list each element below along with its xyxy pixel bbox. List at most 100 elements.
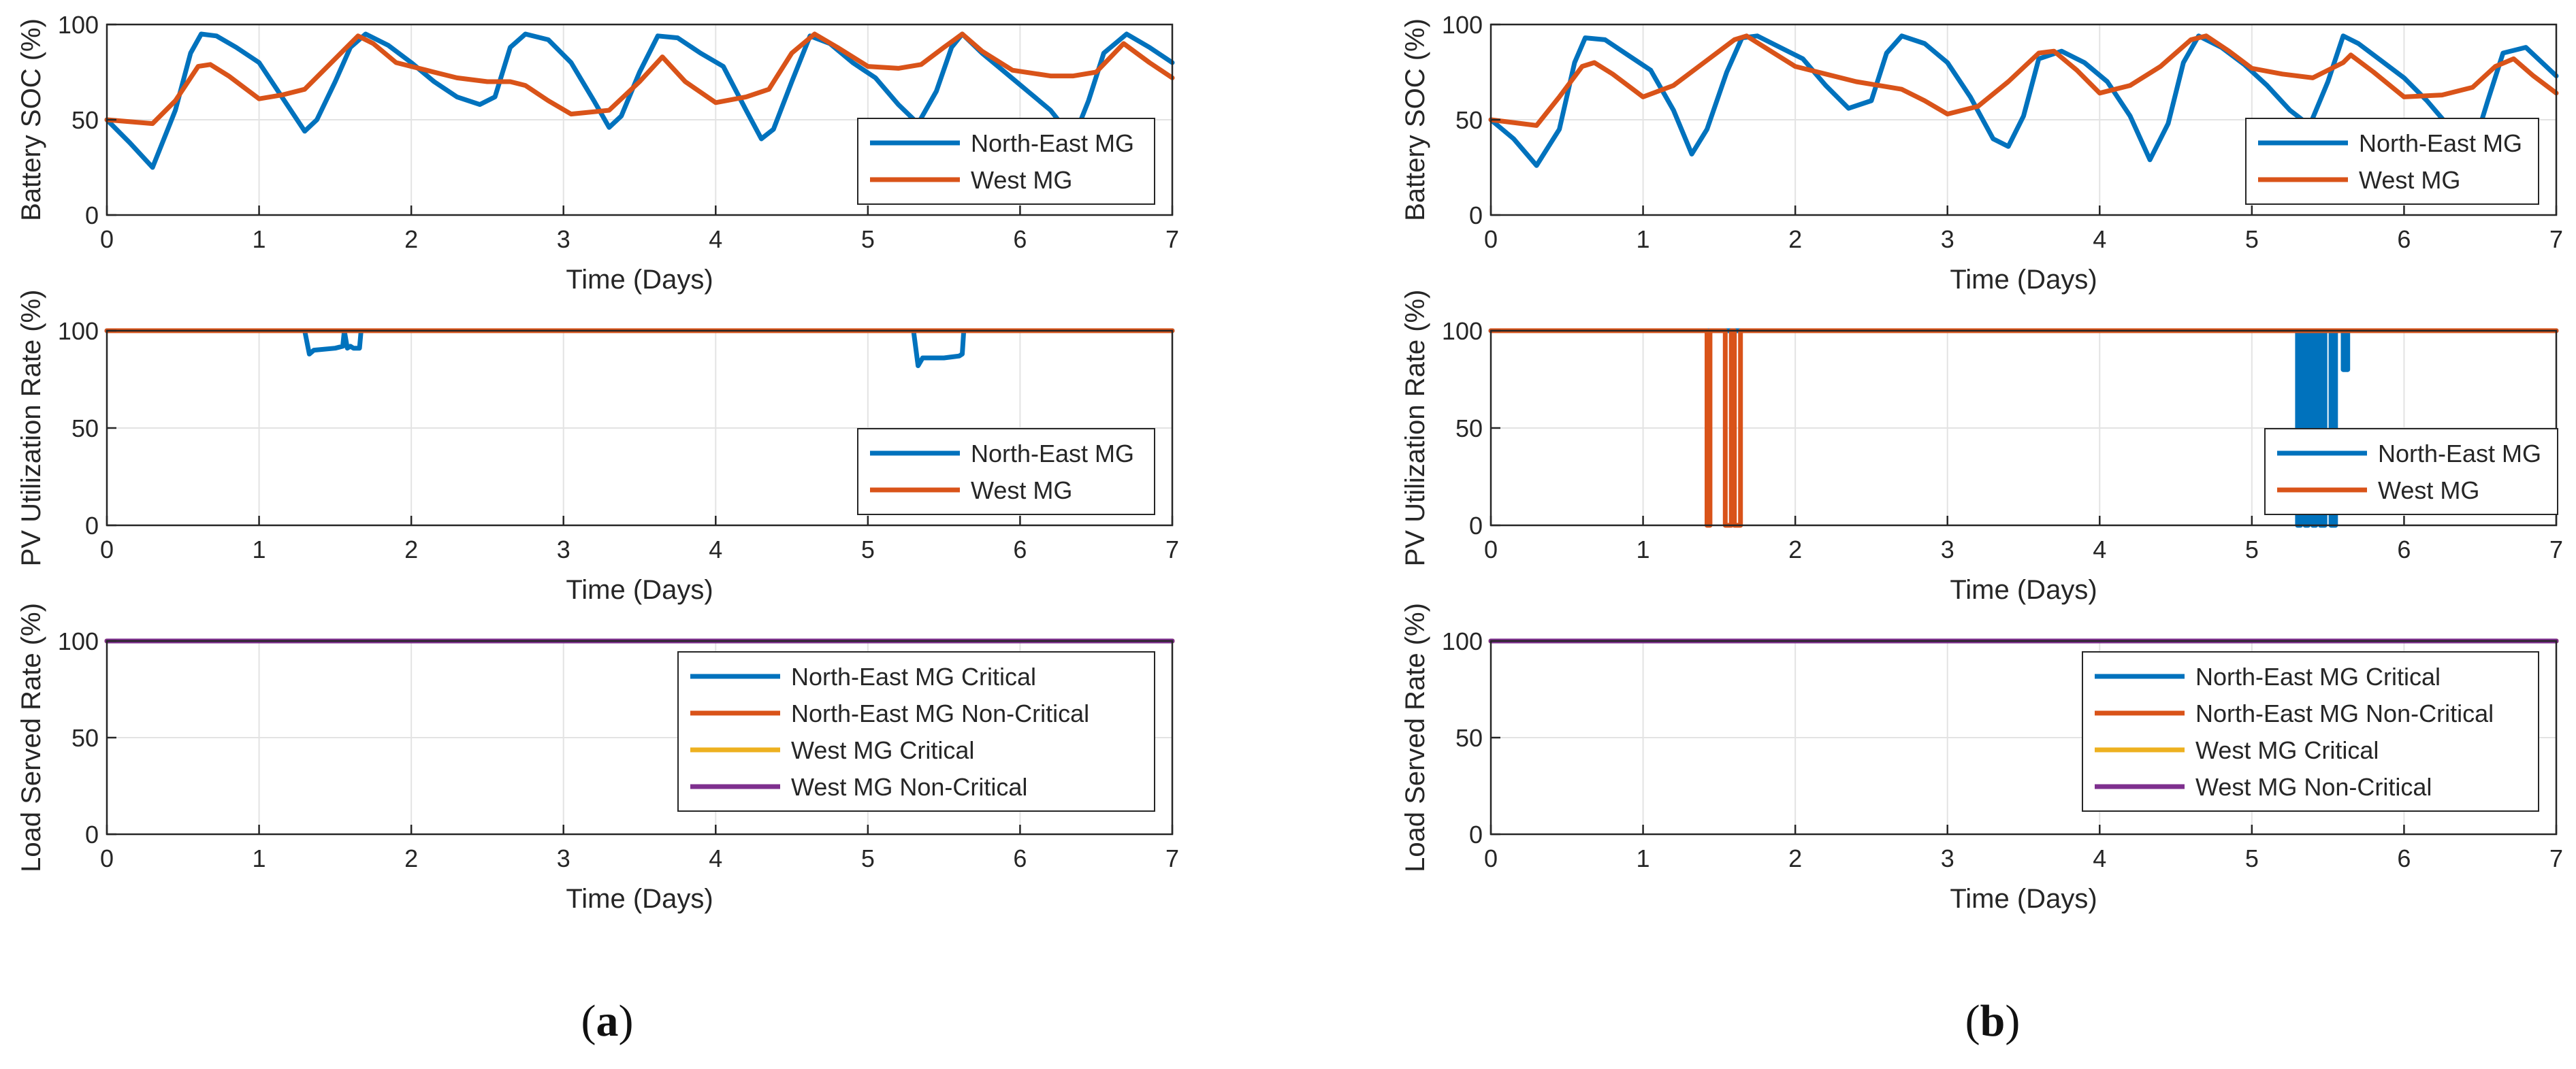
x-tick-label: 2 (404, 225, 418, 253)
y-axis-label: Load Served Rate (%) (16, 603, 46, 872)
legend-entry: North-East MG Critical (2195, 663, 2441, 691)
x-tick-label: 7 (1165, 844, 1179, 872)
legend-entry: North-East MG Non-Critical (2195, 700, 2494, 727)
y-tick-label: 0 (1469, 821, 1483, 849)
x-tick-label: 1 (253, 844, 266, 872)
chart-b-3: 0 1 2 3 4 5 6 7 0 50 100 Time (Days) Load Served Rat… (1400, 603, 2563, 914)
x-tick-label: 5 (2245, 844, 2259, 872)
y-tick-label: 100 (58, 11, 99, 39)
y-tick-label: 100 (58, 627, 99, 655)
y-tick-label: 0 (85, 821, 99, 849)
x-tick-label: 7 (2549, 844, 2563, 872)
legend: North-East MG West MG (857, 428, 1155, 515)
x-tick-label: 3 (1941, 844, 1954, 872)
legend: North-East MG West MG (2245, 118, 2539, 205)
y-tick-label: 50 (1455, 414, 1483, 442)
legend: North-East MG Critical North-East MG Non-… (2082, 651, 2539, 812)
x-tick-label: 2 (404, 844, 418, 872)
x-tick-label: 5 (861, 844, 875, 872)
legend-entry: North-East MG Non-Critical (791, 700, 1089, 727)
legend: North-East MG West MG (857, 118, 1155, 205)
x-tick-label: 3 (557, 536, 570, 563)
y-axis-label: Battery SOC (%) (16, 18, 46, 221)
y-tick-label: 0 (85, 512, 99, 540)
legend: North-East MG Critical North-East MG Non-… (677, 651, 1155, 812)
x-tick-label: 6 (2397, 225, 2411, 253)
x-tick-label: 7 (2549, 225, 2563, 253)
panel-label-a: (a) (581, 996, 634, 1046)
y-tick-label: 100 (1442, 627, 1483, 655)
series-line-north-east-mg (1488, 33, 2559, 168)
x-tick-label: 3 (1941, 225, 1954, 253)
legend-entry: West MG Critical (791, 736, 974, 764)
legend-entry: West MG (2359, 166, 2460, 194)
chart-a-1: 0 1 2 3 4 5 6 7 0 50 100 Time (Days) Battery SOC (%)… (16, 11, 1179, 295)
series-line-north-east-mg (104, 328, 1175, 368)
x-tick-label: 6 (2397, 844, 2411, 872)
legend-entry: West MG Critical (2195, 736, 2379, 764)
legend-box (2264, 428, 2558, 515)
chart-a-2: 0 1 2 3 4 5 6 7 0 50 100 Time (Days) PV Utilization … (16, 290, 1179, 605)
x-tick-label: 1 (1637, 536, 1650, 563)
y-tick-label: 50 (71, 724, 99, 752)
legend-box (857, 428, 1155, 515)
x-axis-label: Time (Days) (1950, 884, 2097, 914)
x-tick-label: 0 (100, 844, 114, 872)
series-line-west-mg (104, 31, 1175, 127)
x-tick-label: 5 (861, 536, 875, 563)
x-tick-label: 7 (1165, 225, 1179, 253)
y-tick-label: 100 (1442, 317, 1483, 345)
x-axis-label: Time (Days) (566, 575, 713, 605)
x-tick-label: 4 (709, 225, 722, 253)
y-tick-label: 50 (1455, 106, 1483, 134)
chart-b-1: 0 1 2 3 4 5 6 7 0 50 100 Time (Days) Battery SOC (%)… (1400, 11, 2563, 295)
x-tick-label: 3 (557, 225, 570, 253)
legend-entry: North-East MG (2359, 129, 2522, 157)
x-tick-label: 5 (2245, 536, 2259, 563)
x-tick-label: 0 (1484, 536, 1498, 563)
x-axis-label: Time (Days) (566, 265, 713, 295)
x-tick-label: 7 (1165, 536, 1179, 563)
x-tick-label: 3 (1941, 536, 1954, 563)
x-tick-label: 3 (557, 844, 570, 872)
legend-entry: West MG (971, 166, 1072, 194)
series-line-west-mg (1488, 33, 2559, 128)
legend-entry: West MG (971, 476, 1072, 504)
x-tick-label: 0 (1484, 844, 1498, 872)
legend-entry: North-East MG (2378, 440, 2541, 467)
x-tick-label: 0 (100, 225, 114, 253)
chart-a-3: 0 1 2 3 4 5 6 7 0 50 100 Time (Days) Load Served Rat… (16, 603, 1179, 914)
legend: North-East MG West MG (2264, 428, 2558, 515)
x-tick-label: 4 (2093, 225, 2106, 253)
legend-entry: North-East MG (971, 440, 1134, 467)
y-axis-label: Battery SOC (%) (1400, 18, 1430, 221)
panel-label-b: (b) (1965, 996, 2020, 1046)
x-tick-label: 1 (253, 536, 266, 563)
x-tick-label: 4 (2093, 536, 2106, 563)
x-tick-label: 5 (861, 225, 875, 253)
x-tick-label: 1 (1637, 225, 1650, 253)
x-tick-label: 5 (2245, 225, 2259, 253)
legend-box (857, 118, 1155, 205)
y-tick-label: 50 (71, 414, 99, 442)
legend-box (2245, 118, 2539, 205)
y-tick-label: 0 (1469, 512, 1483, 540)
x-tick-label: 0 (1484, 225, 1498, 253)
y-axis-label: Load Served Rate (%) (1400, 603, 1430, 872)
x-tick-label: 2 (1788, 536, 1802, 563)
x-tick-label: 4 (709, 536, 722, 563)
x-tick-label: 2 (1788, 225, 1802, 253)
x-tick-label: 4 (2093, 844, 2106, 872)
x-tick-label: 2 (404, 536, 418, 563)
legend-entry: West MG Non-Critical (2195, 773, 2432, 801)
x-tick-label: 6 (1013, 844, 1027, 872)
x-tick-label: 6 (1013, 225, 1027, 253)
y-tick-label: 50 (1455, 724, 1483, 752)
y-tick-label: 50 (71, 106, 99, 134)
y-tick-label: 0 (85, 201, 99, 229)
x-tick-label: 7 (2549, 536, 2563, 563)
y-tick-label: 0 (1469, 201, 1483, 229)
x-tick-label: 4 (709, 844, 722, 872)
x-tick-label: 6 (2397, 536, 2411, 563)
